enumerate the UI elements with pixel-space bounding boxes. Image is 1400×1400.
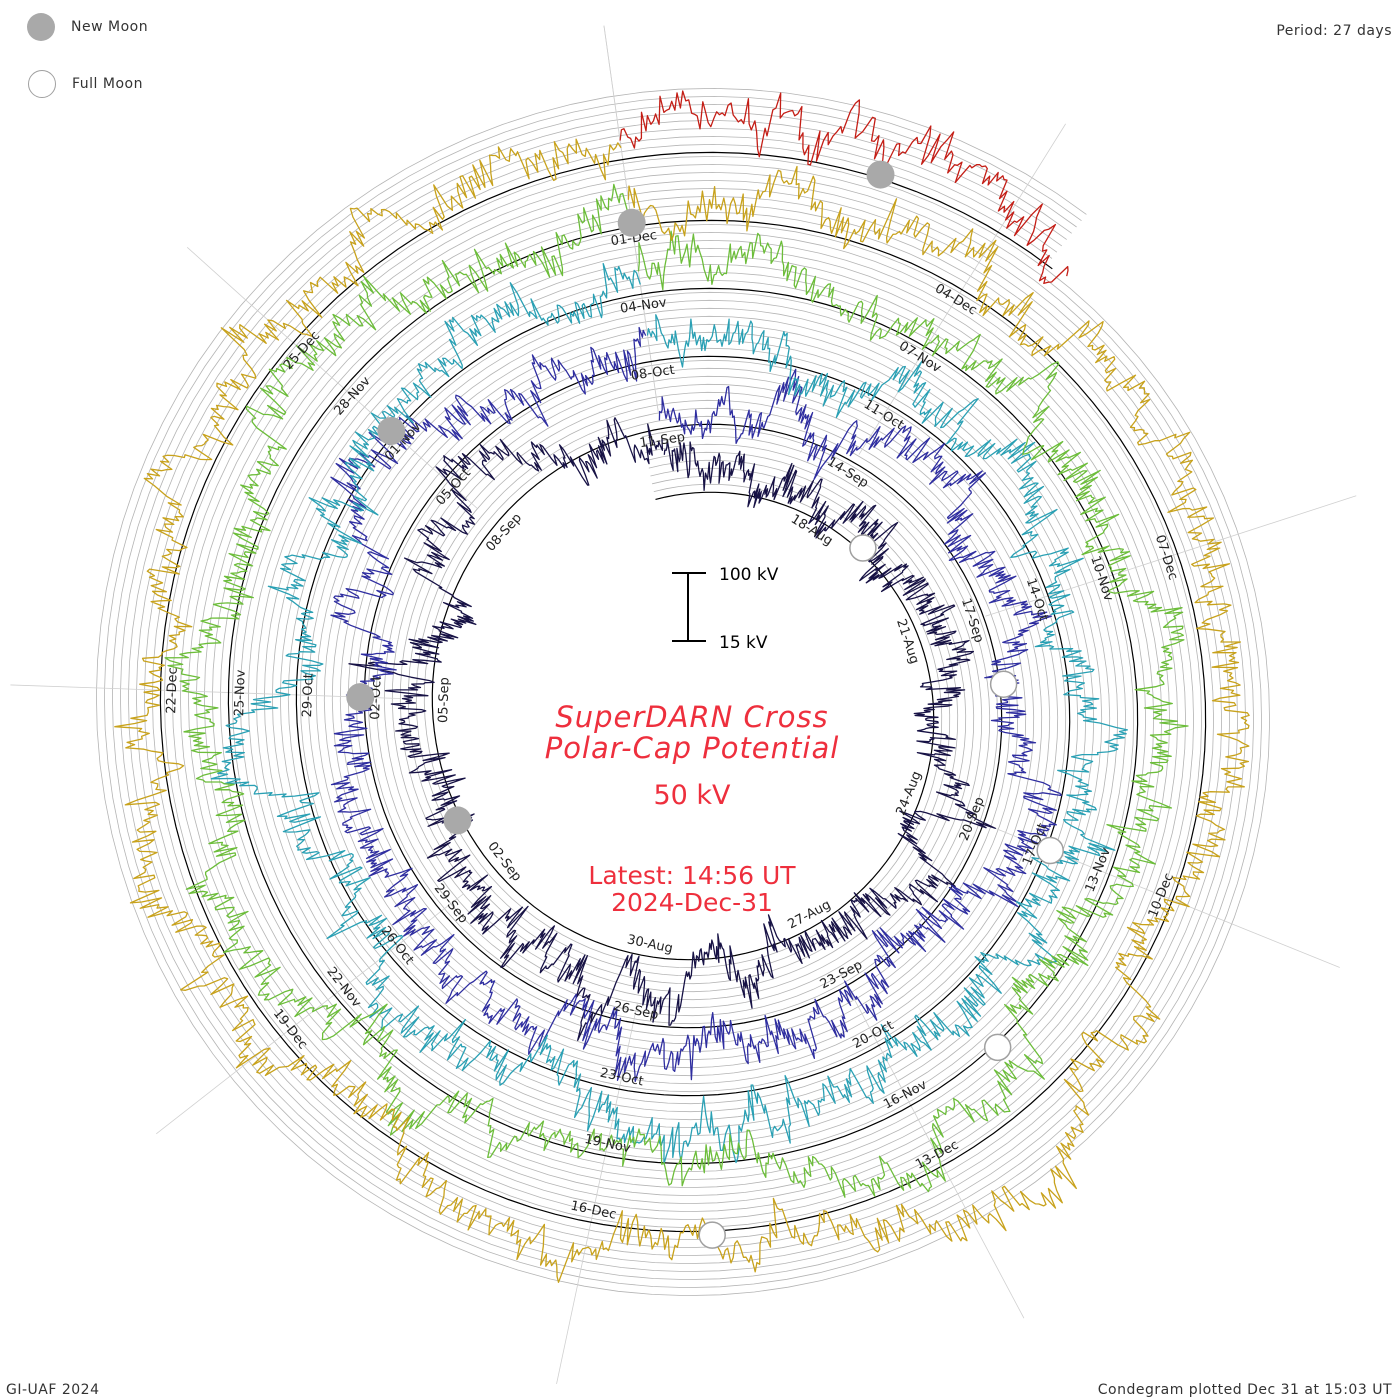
legend-full-moon: Full Moon: [28, 70, 143, 98]
grid-spoke: [556, 1002, 639, 1385]
grid-spiral: [127, 119, 1239, 1265]
scale-bar: 100 kV 15 kV: [672, 565, 779, 653]
grid-spiral: [151, 143, 1215, 1241]
date-tick-label: 21-Aug: [893, 617, 922, 666]
series-cycle-3: [210, 262, 1129, 1165]
new-moon-marker: [377, 417, 406, 445]
title-line-2: Polar-Cap Potential: [545, 731, 840, 765]
moon-layer: [346, 160, 1064, 1249]
full-moon-marker: [983, 1033, 1012, 1062]
series-layer: [114, 90, 1250, 1283]
grid-spoke: [985, 495, 1357, 617]
date-tick-label: 29-Oct: [300, 673, 317, 718]
date-tick-label: 13-Dec: [913, 1138, 961, 1173]
date-tick-label: 11-Sep: [639, 430, 686, 451]
full-moon-marker: [989, 670, 1018, 698]
series-cycle-6: [619, 90, 1069, 285]
date-tick-label: 22-Dec: [164, 667, 181, 714]
grid-spoke: [186, 247, 478, 509]
date-tick-label: 16-Nov: [881, 1077, 929, 1112]
scale-bar-bottom-label: 15 kV: [719, 633, 768, 653]
period-label: Period: 27 days: [1276, 23, 1392, 39]
new-moon-marker: [617, 208, 646, 237]
center-title: SuperDARN Cross Polar-Cap Potential 50 k…: [545, 700, 840, 917]
new-moon-marker: [346, 683, 375, 712]
date-tick-label: 22-Nov: [323, 965, 364, 1011]
grid-spoke: [10, 684, 401, 699]
date-tick-label: 10-Nov: [1087, 554, 1116, 603]
footer-plot-time: Condegram plotted Dec 31 at 15:03 UT: [1097, 1382, 1392, 1398]
new-moon-marker: [443, 806, 472, 835]
series-cycle-1: [348, 417, 996, 1041]
new-moon-marker: [866, 160, 895, 189]
date-tick-label: 04-Nov: [619, 295, 668, 316]
latest-date: 2024-Dec-31: [611, 888, 773, 917]
latest-time: Latest: 14:56 UT: [588, 861, 796, 890]
series-cycle-4: [164, 183, 1189, 1198]
grid-spiral: [95, 87, 1271, 1297]
grid-spoke: [840, 973, 1025, 1319]
footer-credit: GI-UAF 2024: [6, 1382, 100, 1398]
date-tick-label: 24-Aug: [894, 769, 925, 818]
date-tick-label: 19-Dec: [270, 1006, 310, 1052]
title-line-1: SuperDARN Cross: [555, 700, 828, 734]
legend-full-moon-label: Full Moon: [72, 76, 143, 92]
scale-bar-top-label: 100 kV: [719, 565, 779, 585]
date-tick-label: 29-Sep: [431, 881, 471, 926]
current-value: 50 kV: [653, 780, 731, 811]
baseline-spiral: [159, 151, 1207, 1233]
baseline-layer: [159, 151, 1207, 1233]
series-cycle-2: [330, 326, 1062, 1083]
date-tick-label: 14-Oct: [1023, 576, 1051, 623]
date-tick-label: 25-Dec: [281, 328, 323, 373]
date-tick-label: 01-Dec: [610, 228, 658, 249]
grid-spiral: [143, 135, 1223, 1249]
series-cycle-5: [114, 138, 1250, 1283]
full-moon-marker: [849, 534, 877, 562]
legend-new-moon: New Moon: [27, 13, 148, 41]
date-tick-label: 02-Oct: [368, 675, 385, 720]
date-tick-label: 17-Sep: [958, 597, 986, 645]
new-moon-icon: [27, 13, 55, 41]
full-moon-marker: [1036, 836, 1064, 865]
date-tick-label: 08-Oct: [630, 363, 676, 384]
full-moon-marker: [698, 1221, 726, 1249]
date-tick-label: 05-Sep: [436, 677, 453, 723]
full-moon-icon: [28, 70, 56, 98]
date-tick-label: 23-Sep: [818, 958, 865, 993]
legend-new-moon-label: New Moon: [71, 19, 149, 35]
date-tick-label: 25-Nov: [232, 669, 249, 716]
date-tick-label: 02-Sep: [484, 839, 524, 884]
date-tick-label: 07-Dec: [1152, 533, 1181, 582]
